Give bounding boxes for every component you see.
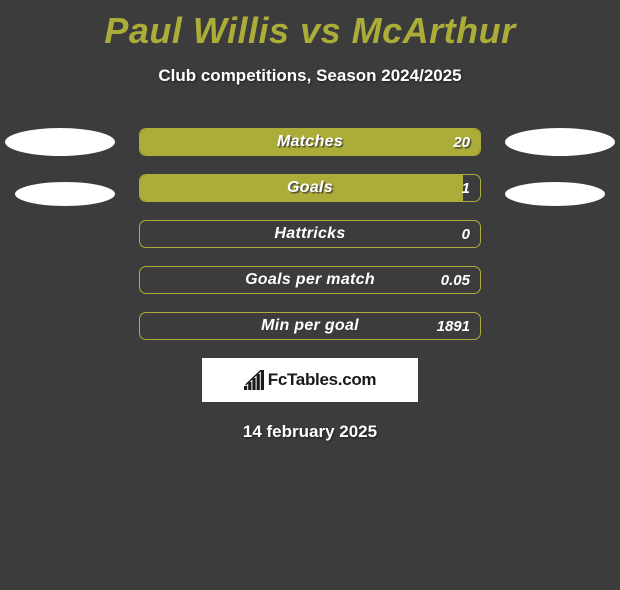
stat-value: 0.05 bbox=[441, 267, 470, 293]
player-left-avatar-placeholder bbox=[5, 128, 115, 156]
bar-chart-icon bbox=[244, 370, 266, 390]
player-right-shadow bbox=[505, 182, 605, 206]
player-left-shadow bbox=[15, 182, 115, 206]
stat-value: 20 bbox=[453, 129, 470, 155]
stat-value: 1891 bbox=[437, 313, 470, 339]
stat-row: Matches20 bbox=[139, 128, 481, 156]
stat-label: Goals bbox=[140, 175, 480, 201]
stat-label: Goals per match bbox=[140, 267, 480, 293]
stat-row: Hattricks0 bbox=[139, 220, 481, 248]
stat-label: Min per goal bbox=[140, 313, 480, 339]
player-right-avatar-placeholder bbox=[505, 128, 615, 156]
stat-row: Min per goal1891 bbox=[139, 312, 481, 340]
stat-row: Goals1 bbox=[139, 174, 481, 202]
stat-label: Matches bbox=[140, 129, 480, 155]
stat-value: 1 bbox=[462, 175, 470, 201]
stat-value: 0 bbox=[462, 221, 470, 247]
source-logo: FcTables.com bbox=[202, 358, 418, 402]
bars-container: Matches20 Goals1 Hattricks0 Goals per match… bbox=[139, 128, 481, 340]
date-text: 14 february 2025 bbox=[0, 422, 620, 442]
page-subtitle: Club competitions, Season 2024/2025 bbox=[0, 66, 620, 86]
comparison-chart: Matches20 Goals1 Hattricks0 Goals per match… bbox=[0, 128, 620, 442]
logo-text: FcTables.com bbox=[268, 370, 377, 390]
page-title: Paul Willis vs McArthur bbox=[0, 10, 620, 52]
stat-row: Goals per match0.05 bbox=[139, 266, 481, 294]
stat-label: Hattricks bbox=[140, 221, 480, 247]
